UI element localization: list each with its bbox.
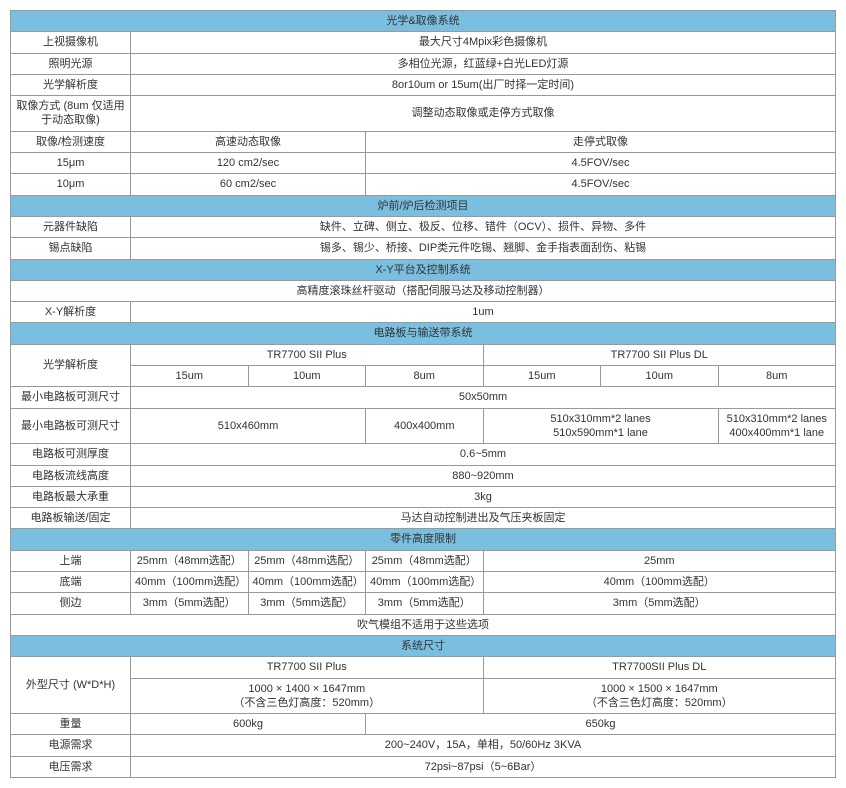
weight-right: 650kg	[366, 714, 836, 735]
sys-model-right: TR7700SII Plus DL	[483, 657, 836, 678]
row-value: 3kg	[131, 486, 836, 507]
dim-label: 外型尺寸 (W*D*H)	[11, 657, 131, 714]
section-conveyor-title: 电路板与输送带系统	[11, 323, 836, 344]
max-right2: 510x310mm*2 lanes400x400mm*1 lane	[718, 408, 836, 444]
resolution-label: 光学解析度	[11, 344, 131, 387]
xy-sub: 高精度滚珠丝杆驱动（搭配伺服马达及移动控制器）	[11, 280, 836, 301]
res-col: 10um	[248, 366, 366, 387]
row-label: 元器件缺陷	[11, 216, 131, 237]
row-label: 上视摄像机	[11, 32, 131, 53]
height-label: 上端	[11, 550, 131, 571]
section-optics-title: 光学&取像系统	[11, 11, 836, 32]
row-value: 缺件、立碑、侧立、极反、位移、错件（OCV）、损件、异物、多件	[131, 216, 836, 237]
row-label: 电路板输送/固定	[11, 508, 131, 529]
row-label: 取像方式 (8um 仅适用于动态取像)	[11, 96, 131, 132]
height-l: 3mm（5mm选配）	[131, 593, 249, 614]
max-left1: 510x460mm	[131, 408, 366, 444]
row-value: 72psi~87psi（5~6Bar）	[131, 756, 836, 777]
height-r: 3mm（5mm选配）	[483, 593, 836, 614]
row-label: 电压需求	[11, 756, 131, 777]
row-label: 电路板最大承重	[11, 486, 131, 507]
height-l: 40mm（100mm选配）	[248, 572, 366, 593]
row-value: 锡多、锡少、桥接、DIP类元件吃锡、翘脚、金手指表面刮伤、粘锡	[131, 238, 836, 259]
speed-row-right: 4.5FOV/sec	[366, 174, 836, 195]
height-l: 25mm（48mm选配）	[248, 550, 366, 571]
res-col: 8um	[718, 366, 836, 387]
row-value: 200~240V，15A，单相，50/60Hz 3KVA	[131, 735, 836, 756]
sys-model-left: TR7700 SII Plus	[131, 657, 484, 678]
row-label: 电路板可测厚度	[11, 444, 131, 465]
max-right1: 510x310mm*2 lanes510x590mm*1 lane	[483, 408, 718, 444]
row-value: 8or10um or 15um(出厂时择一定时间)	[131, 74, 836, 95]
speed-row-left: 60 cm2/sec	[131, 174, 366, 195]
height-l: 3mm（5mm选配）	[366, 593, 484, 614]
speed-row-label: 15μm	[11, 153, 131, 174]
res-col: 15um	[131, 366, 249, 387]
section-inspection-title: 炉前/炉后检测项目	[11, 195, 836, 216]
res-col: 10um	[601, 366, 719, 387]
height-title: 零件高度限制	[11, 529, 836, 550]
min-label: 最小电路板可测尺寸	[11, 387, 131, 408]
row-label: 电源需求	[11, 735, 131, 756]
height-l: 25mm（48mm选配）	[366, 550, 484, 571]
res-col: 15um	[483, 366, 601, 387]
res-col: 8um	[366, 366, 484, 387]
row-value: 1um	[131, 302, 836, 323]
min-value: 50x50mm	[131, 387, 836, 408]
spec-table: 光学&取像系统 上视摄像机最大尺寸4Mpix彩色摄像机 照明光源多相位光源，红蓝…	[10, 10, 836, 778]
weight-left: 600kg	[131, 714, 366, 735]
speed-row-right: 4.5FOV/sec	[366, 153, 836, 174]
row-label: 光学解析度	[11, 74, 131, 95]
row-value: 0.6~5mm	[131, 444, 836, 465]
height-r: 40mm（100mm选配）	[483, 572, 836, 593]
speed-row-label: 10μm	[11, 174, 131, 195]
row-value: 最大尺寸4Mpix彩色摄像机	[131, 32, 836, 53]
max-label: 最小电路板可测尺寸	[11, 408, 131, 444]
height-label: 侧边	[11, 593, 131, 614]
height-r: 25mm	[483, 550, 836, 571]
dim-left: 1000 × 1400 × 1647mm（不含三色灯高度：520mm）	[131, 678, 484, 714]
height-l: 3mm（5mm选配）	[248, 593, 366, 614]
row-label: 锡点缺陷	[11, 238, 131, 259]
conveyor-note: 吹气模组不适用于这些选项	[11, 614, 836, 635]
speed-row-left: 120 cm2/sec	[131, 153, 366, 174]
row-label: 电路板流线高度	[11, 465, 131, 486]
max-left2: 400x400mm	[366, 408, 484, 444]
row-label: X-Y解析度	[11, 302, 131, 323]
height-label: 底端	[11, 572, 131, 593]
speed-left-hdr: 高速动态取像	[131, 131, 366, 152]
row-value: 马达自动控制进出及气压夹板固定	[131, 508, 836, 529]
row-value: 调整动态取像或走停方式取像	[131, 96, 836, 132]
row-value: 多相位光源，红蓝绿+白光LED灯源	[131, 53, 836, 74]
height-l: 40mm（100mm选配）	[131, 572, 249, 593]
row-value: 880~920mm	[131, 465, 836, 486]
height-l: 25mm（48mm选配）	[131, 550, 249, 571]
model-right: TR7700 SII Plus DL	[483, 344, 836, 365]
weight-label: 重量	[11, 714, 131, 735]
section-system-title: 系统尺寸	[11, 635, 836, 656]
dim-right: 1000 × 1500 × 1647mm（不含三色灯高度：520mm）	[483, 678, 836, 714]
row-label: 照明光源	[11, 53, 131, 74]
speed-label: 取像/检测速度	[11, 131, 131, 152]
height-l: 40mm（100mm选配）	[366, 572, 484, 593]
speed-right-hdr: 走停式取像	[366, 131, 836, 152]
model-left: TR7700 SII Plus	[131, 344, 484, 365]
section-xy-title: X-Y平台及控制系统	[11, 259, 836, 280]
